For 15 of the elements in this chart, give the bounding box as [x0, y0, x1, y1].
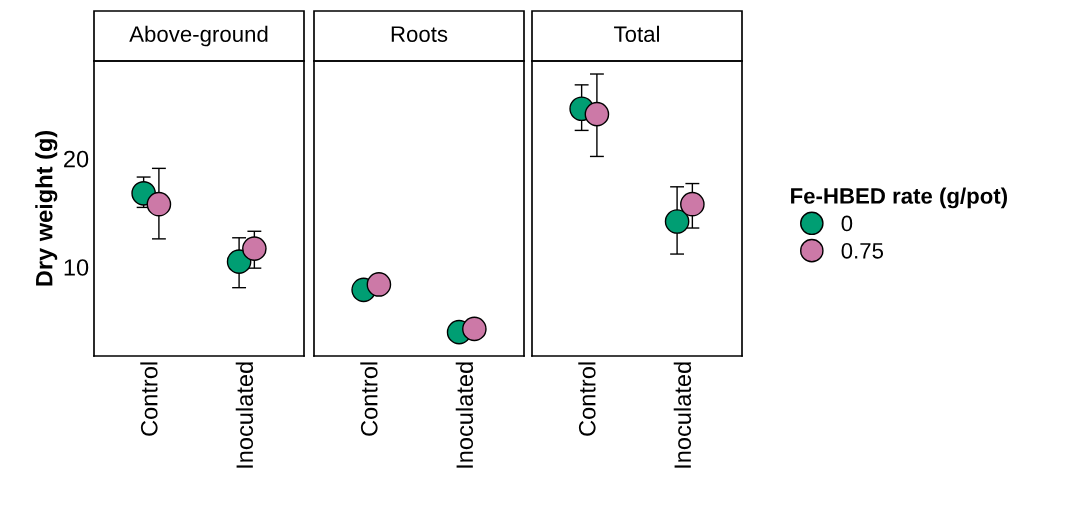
- y-tick-label: 10: [64, 259, 89, 276]
- legend-title: Fe-HBED rate (g/pot): [791, 187, 1007, 209]
- chart-title: Above-ground: [129, 25, 268, 47]
- y-axis-title: Dry weight (g): [35, 130, 58, 286]
- x-tick-label: Control: [140, 362, 158, 436]
- x-tick-label: Control: [578, 362, 596, 436]
- x-tick-label: Inoculated: [455, 362, 474, 468]
- x-tick-label: Control: [360, 362, 378, 436]
- chart-title: Total: [614, 25, 659, 42]
- x-tick-label: Inoculated: [235, 362, 254, 468]
- chart-title: Roots: [391, 26, 448, 42]
- legend-label: 0: [841, 215, 853, 232]
- x-tick-label: Inoculated: [673, 362, 692, 468]
- legend-label: 0.75: [841, 242, 884, 259]
- y-tick-label: 20: [64, 150, 89, 168]
